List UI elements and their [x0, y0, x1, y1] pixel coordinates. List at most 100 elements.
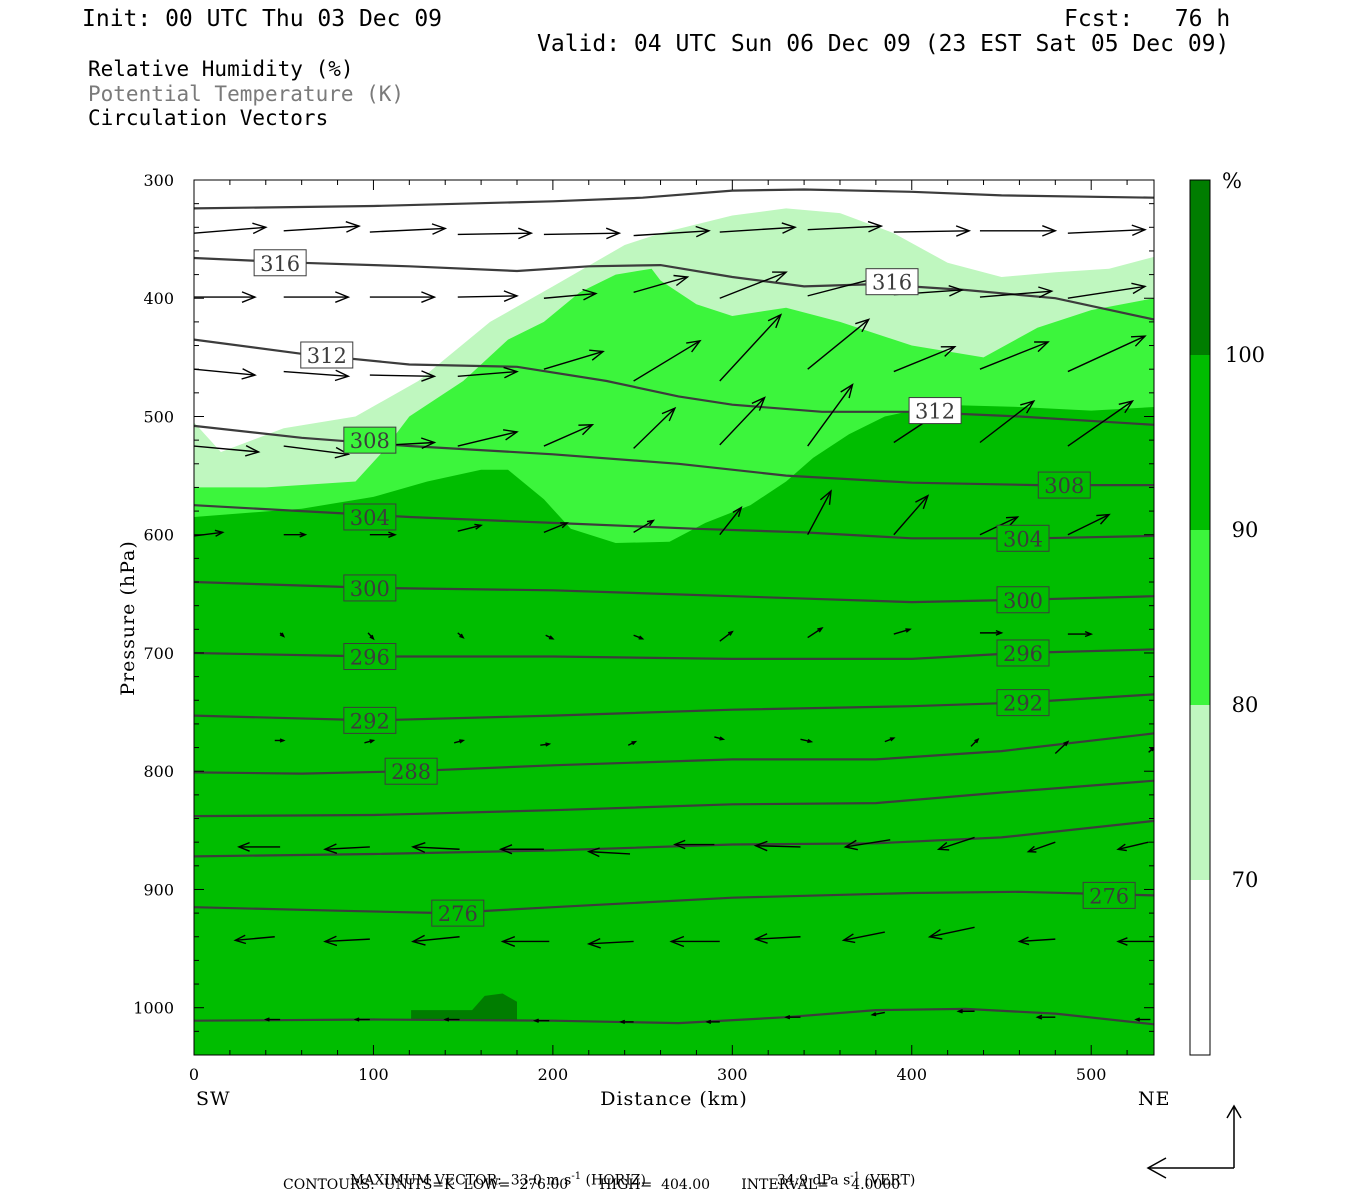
contours-info: CONTOURS: UNITS=K LOW= 276.00 HIGH= 404.… [283, 1177, 901, 1193]
vector-head [1116, 937, 1128, 946]
vector-head [753, 933, 768, 944]
circulation-vector [498, 844, 544, 855]
theta-label-box [300, 341, 354, 369]
vector-head [669, 935, 685, 948]
vector-shaft [845, 839, 891, 848]
vector-shaft [633, 276, 688, 294]
x-end-label-ne: NE [1138, 1088, 1171, 1110]
circulation-vector [500, 935, 550, 947]
theta-contour-10 [194, 819, 1154, 858]
theta-contour-276 [194, 890, 1154, 915]
theta-label-text: 308 [1044, 474, 1084, 498]
theta-label-text: 316 [260, 252, 300, 276]
circulation-vector [283, 369, 351, 382]
vector-shaft [457, 295, 518, 298]
vector-head [421, 370, 437, 382]
theta-label-316: 316 [865, 268, 919, 296]
vector-head [781, 222, 797, 234]
vector-head [695, 225, 711, 238]
vector-shaft [1067, 335, 1146, 373]
y-tick-label: 400 [143, 289, 174, 308]
theta-label-box [384, 757, 438, 785]
circulation-vector [753, 933, 801, 944]
vector-shaft [457, 431, 518, 447]
vector-head [241, 291, 257, 303]
theta-label-box [343, 574, 397, 602]
theta-contour-304 [194, 504, 1154, 540]
vector-shaft [194, 368, 256, 376]
vector-shaft [588, 850, 631, 855]
vector-head [819, 489, 832, 505]
vector-head [807, 738, 814, 743]
vector-shaft [369, 227, 446, 233]
vector-head [1131, 282, 1147, 295]
vector-head [560, 522, 569, 529]
vector-head [369, 739, 376, 744]
circulation-vector [979, 341, 1050, 370]
circulation-vector [369, 531, 397, 538]
vector-head [586, 847, 600, 858]
circulation-vector [893, 345, 957, 373]
circulation-vector [1067, 224, 1147, 237]
vector-head [751, 396, 766, 411]
vector-head [905, 628, 912, 633]
circulation-vector [369, 291, 437, 303]
vector-shaft [719, 226, 796, 233]
theta-label-box [996, 524, 1050, 552]
vector-head [500, 935, 516, 947]
vector-shaft [633, 407, 676, 449]
vector-shaft [543, 292, 597, 299]
circulation-vector [543, 522, 569, 534]
max-vector-horiz-value: MAXIMUM VECTOR: 33.0 m s [349, 1172, 572, 1189]
vector-head [252, 222, 268, 235]
colorbar-level-label: 90 [1232, 518, 1259, 542]
theta-label-300: 300 [343, 574, 397, 602]
theta-label-text: 316 [872, 271, 912, 295]
circulation-vector [411, 934, 460, 946]
circulation-vector [283, 221, 361, 233]
theta-label-box [1082, 881, 1136, 909]
theta-label-276: 276 [431, 899, 485, 927]
x-tick-label: 200 [538, 1065, 569, 1084]
theta-label-text: 312 [307, 344, 347, 368]
circulation-vector [979, 629, 1004, 636]
vector-shaft [1028, 841, 1056, 853]
vector-shaft [194, 226, 266, 234]
circulation-vector [633, 634, 645, 640]
vector-shaft [633, 340, 701, 382]
circulation-vector [1148, 746, 1154, 753]
vector-shaft [719, 314, 782, 382]
vector-head [673, 274, 690, 287]
vector-head [646, 519, 656, 527]
theta-label-text: 304 [1003, 527, 1043, 551]
vector-head [323, 935, 338, 947]
colorbar-segment [1190, 705, 1210, 880]
scale-arrow-vertical-head [1226, 1104, 1242, 1119]
circulation-vector [633, 274, 690, 294]
circulation-vector [283, 291, 351, 303]
vector-head [334, 446, 351, 459]
x-tick-label: 100 [358, 1065, 389, 1084]
circulation-vector [543, 288, 598, 301]
vector-shaft [412, 846, 460, 850]
x-end-label-sw: SW [196, 1088, 231, 1110]
circulation-vector [457, 227, 534, 240]
theta-label-text: 300 [1003, 589, 1043, 613]
circulation-vector [841, 931, 885, 944]
circulation-vector [353, 1017, 370, 1022]
circulation-vector [870, 1011, 885, 1017]
vector-head [518, 227, 534, 240]
vector-head [817, 627, 824, 633]
vector-head [855, 318, 871, 333]
circulation-vector [936, 836, 975, 851]
vector-shaft [633, 519, 654, 533]
scale-arrow-horizontal-head [1146, 1157, 1167, 1179]
circulation-vector [673, 839, 715, 850]
circulation-vector [719, 505, 743, 536]
vector-head [732, 505, 743, 518]
valid-time: Valid: 04 UTC Sun 06 Dec 09 (23 EST Sat … [537, 31, 1230, 57]
vector-shaft [807, 225, 882, 231]
circulation-vector [323, 935, 370, 947]
vector-shaft [194, 445, 259, 453]
y-tick-label: 900 [143, 880, 174, 899]
